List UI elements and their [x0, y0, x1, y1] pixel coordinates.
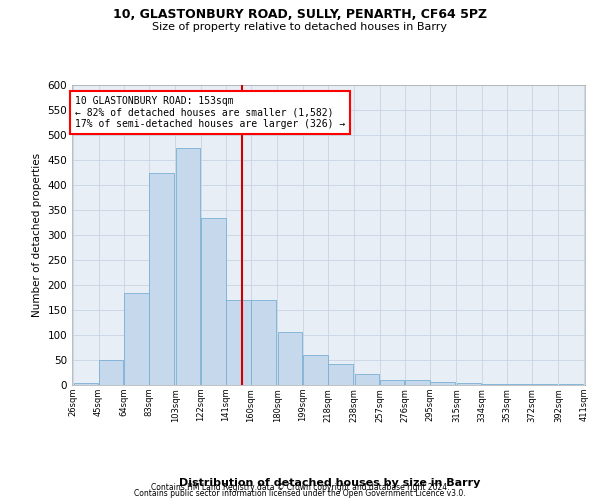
Bar: [482, 384, 506, 385]
Bar: [124, 292, 149, 385]
Bar: [507, 384, 532, 385]
Text: Contains HM Land Registry data © Crown copyright and database right 2024.: Contains HM Land Registry data © Crown c…: [151, 483, 449, 492]
Bar: [355, 374, 379, 385]
Bar: [457, 382, 481, 385]
Bar: [328, 364, 353, 385]
Text: Contains public sector information licensed under the Open Government Licence v3: Contains public sector information licen…: [134, 490, 466, 498]
Text: Size of property relative to detached houses in Barry: Size of property relative to detached ho…: [152, 22, 448, 32]
Text: 10, GLASTONBURY ROAD, SULLY, PENARTH, CF64 5PZ: 10, GLASTONBURY ROAD, SULLY, PENARTH, CF…: [113, 8, 487, 20]
Bar: [303, 355, 328, 385]
Text: 10 GLASTONBURY ROAD: 153sqm
← 82% of detached houses are smaller (1,582)
17% of : 10 GLASTONBURY ROAD: 153sqm ← 82% of det…: [74, 96, 345, 129]
Bar: [532, 384, 557, 385]
Text: Distribution of detached houses by size in Barry: Distribution of detached houses by size …: [179, 478, 481, 488]
Bar: [149, 172, 174, 385]
Bar: [99, 360, 124, 385]
Bar: [226, 300, 251, 385]
Bar: [251, 300, 276, 385]
Bar: [278, 332, 302, 385]
Bar: [405, 380, 430, 385]
Bar: [430, 382, 455, 385]
Y-axis label: Number of detached properties: Number of detached properties: [32, 153, 42, 317]
Bar: [176, 148, 200, 385]
Bar: [380, 380, 404, 385]
Bar: [74, 382, 98, 385]
Bar: [559, 384, 583, 385]
Bar: [201, 218, 226, 385]
